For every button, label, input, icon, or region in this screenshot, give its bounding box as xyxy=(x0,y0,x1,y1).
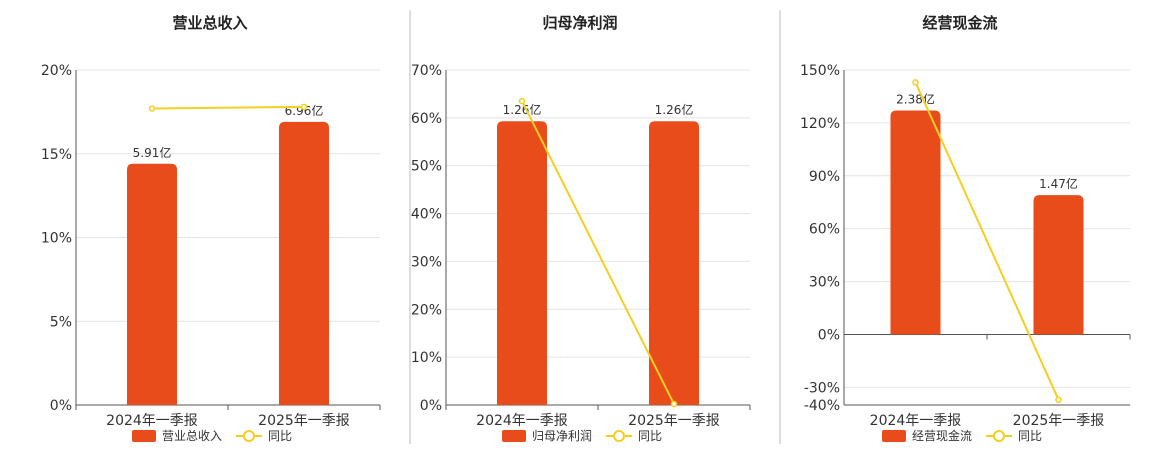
bar-value-label: 5.91亿 xyxy=(133,145,172,160)
bar xyxy=(890,110,941,335)
bar-value-label: 1.26亿 xyxy=(503,102,542,117)
legend-bar-swatch xyxy=(502,430,526,442)
chart-plot: -40% -30% 0% 30% 60% 90% 120% 150% 2.38亿 1.47亿 202… xyxy=(800,63,1131,443)
legend-bar-label: 经营现金流 xyxy=(912,428,972,443)
y-tick-label: 30% xyxy=(809,275,840,291)
y-tick-label: 120% xyxy=(800,116,840,132)
x-category-label: 2024年一季报 xyxy=(476,413,568,429)
y-tick-label: 70% xyxy=(411,63,442,79)
yoy-point xyxy=(148,105,156,112)
x-category-label: 2025年一季报 xyxy=(628,413,720,429)
y-tick-label: -30% xyxy=(804,380,840,396)
chart-operating-cashflow: 经营现金流 -40% -30% 0% 30% 60% 90% 120% 150% 2.38亿 1.… xyxy=(800,14,1131,443)
y-tick-label: 60% xyxy=(411,111,442,127)
bar xyxy=(127,163,177,405)
bar xyxy=(279,121,329,406)
y-tick-label: 5% xyxy=(50,314,72,330)
chart-plot: 0% 10% 20% 30% 40% 50% 60% 70% 1.26亿 1.26亿 2024年一季… xyxy=(411,63,751,443)
bar xyxy=(649,121,699,405)
yoy-point xyxy=(518,97,526,105)
legend-line-marker xyxy=(993,430,1005,442)
y-tick-label: 10% xyxy=(411,350,442,366)
bar-value-label: 1.47亿 xyxy=(1039,176,1078,191)
yoy-line xyxy=(151,105,305,110)
y-tick-label: -40% xyxy=(804,398,840,414)
legend-bar-swatch xyxy=(882,430,906,442)
yoy-line xyxy=(521,100,675,405)
y-tick-label: 30% xyxy=(411,254,442,270)
yoy-point xyxy=(670,400,678,408)
y-tick-label: 150% xyxy=(800,63,840,79)
chart-title: 经营现金流 xyxy=(922,14,997,32)
yoy-line xyxy=(914,81,1060,401)
yoy-point xyxy=(912,79,919,86)
bar xyxy=(1033,195,1084,335)
chart-title: 归母净利润 xyxy=(542,14,617,32)
legend-bar-swatch xyxy=(132,430,156,442)
x-category-label: 2025年一季报 xyxy=(1013,413,1105,429)
y-tick-label: 0% xyxy=(50,398,72,414)
y-tick-label: 20% xyxy=(411,302,442,318)
y-tick-label: 40% xyxy=(411,207,442,223)
legend-line-marker xyxy=(613,430,625,442)
y-tick-label: 10% xyxy=(41,231,72,247)
y-tick-label: 50% xyxy=(411,159,442,175)
legend-line-label: 同比 xyxy=(1018,429,1042,443)
x-category-label: 2024年一季报 xyxy=(106,413,198,429)
chart-net-profit: 归母净利润 0% 10% 20% 30% 40% 50% 60% 70% 1.26亿 1.26亿 2… xyxy=(411,14,751,443)
y-tick-label: 0% xyxy=(420,398,442,414)
legend-bar-label: 归母净利润 xyxy=(532,429,592,443)
legend-line-marker xyxy=(243,430,255,442)
y-tick-label: 15% xyxy=(41,147,72,163)
legend-bar-label: 营业总收入 xyxy=(162,429,222,443)
yoy-point xyxy=(1055,396,1062,403)
bar xyxy=(497,121,547,405)
bar-value-label: 1.26亿 xyxy=(655,102,694,117)
y-tick-label: 90% xyxy=(809,169,840,185)
chart-title: 营业总收入 xyxy=(172,14,247,32)
bar-value-label: 2.38亿 xyxy=(896,92,935,107)
y-tick-label: 20% xyxy=(41,63,72,79)
legend-line-label: 同比 xyxy=(638,429,662,443)
legend-line-label: 同比 xyxy=(268,429,292,443)
y-tick-label: 0% xyxy=(818,327,840,343)
y-tick-label: 60% xyxy=(809,222,840,238)
yoy-point xyxy=(300,103,308,111)
x-category-label: 2024年一季报 xyxy=(870,413,962,429)
x-category-label: 2025年一季报 xyxy=(258,413,350,429)
